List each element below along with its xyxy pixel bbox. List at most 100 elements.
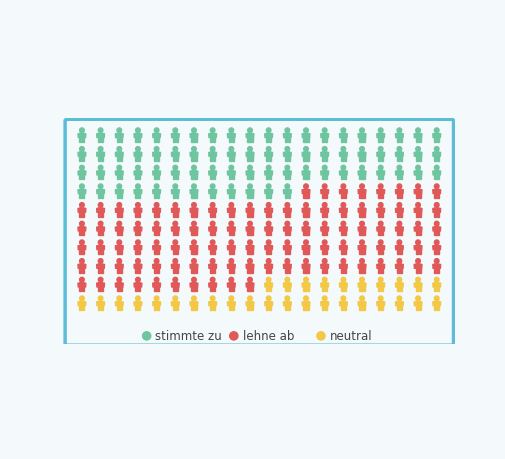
- Polygon shape: [343, 176, 345, 180]
- Circle shape: [359, 129, 364, 133]
- Polygon shape: [301, 134, 304, 138]
- Polygon shape: [396, 250, 398, 254]
- Polygon shape: [208, 284, 211, 287]
- Polygon shape: [135, 171, 140, 176]
- Polygon shape: [394, 172, 397, 175]
- Polygon shape: [231, 250, 233, 254]
- Circle shape: [266, 241, 271, 245]
- Circle shape: [284, 222, 289, 226]
- Polygon shape: [378, 152, 382, 157]
- Polygon shape: [303, 190, 308, 194]
- Polygon shape: [154, 264, 159, 269]
- Circle shape: [434, 241, 438, 245]
- Polygon shape: [120, 194, 122, 198]
- Polygon shape: [117, 213, 119, 217]
- Circle shape: [303, 166, 308, 171]
- Polygon shape: [399, 232, 401, 236]
- Polygon shape: [231, 194, 233, 198]
- Polygon shape: [135, 283, 140, 287]
- Polygon shape: [340, 157, 342, 161]
- Polygon shape: [157, 176, 159, 180]
- Polygon shape: [175, 213, 177, 217]
- Polygon shape: [135, 232, 137, 236]
- Polygon shape: [102, 134, 105, 138]
- Polygon shape: [191, 176, 193, 180]
- Polygon shape: [326, 265, 328, 269]
- Polygon shape: [339, 246, 341, 250]
- Circle shape: [434, 259, 438, 263]
- Polygon shape: [79, 302, 84, 306]
- Polygon shape: [325, 269, 327, 273]
- Circle shape: [154, 278, 159, 282]
- Polygon shape: [359, 171, 364, 176]
- Polygon shape: [245, 265, 247, 269]
- Polygon shape: [394, 302, 397, 306]
- Circle shape: [247, 185, 252, 189]
- Polygon shape: [340, 152, 345, 157]
- Polygon shape: [340, 213, 342, 217]
- Polygon shape: [208, 209, 211, 213]
- Polygon shape: [432, 246, 434, 250]
- Polygon shape: [121, 209, 123, 213]
- Polygon shape: [190, 172, 192, 175]
- Polygon shape: [78, 265, 80, 269]
- Polygon shape: [195, 190, 197, 194]
- Polygon shape: [438, 153, 440, 157]
- Polygon shape: [79, 283, 84, 287]
- Polygon shape: [264, 134, 266, 138]
- Polygon shape: [377, 287, 379, 291]
- Polygon shape: [307, 172, 310, 175]
- Polygon shape: [177, 190, 179, 194]
- Polygon shape: [79, 176, 81, 180]
- Polygon shape: [378, 227, 382, 232]
- Polygon shape: [190, 302, 192, 306]
- Polygon shape: [121, 284, 123, 287]
- Polygon shape: [153, 228, 155, 231]
- Circle shape: [415, 278, 420, 282]
- Polygon shape: [358, 134, 360, 138]
- Polygon shape: [266, 157, 268, 161]
- Polygon shape: [98, 171, 103, 176]
- Polygon shape: [363, 302, 365, 306]
- Polygon shape: [115, 284, 117, 287]
- Polygon shape: [120, 232, 122, 236]
- Polygon shape: [175, 232, 177, 236]
- Polygon shape: [303, 157, 305, 161]
- Polygon shape: [117, 190, 122, 194]
- Polygon shape: [171, 134, 173, 138]
- Polygon shape: [175, 157, 177, 161]
- Polygon shape: [288, 172, 291, 175]
- Polygon shape: [266, 246, 271, 250]
- Polygon shape: [433, 213, 435, 217]
- Polygon shape: [396, 287, 398, 291]
- Polygon shape: [194, 306, 196, 310]
- Polygon shape: [191, 227, 196, 232]
- Polygon shape: [363, 265, 365, 269]
- Polygon shape: [322, 139, 324, 143]
- Polygon shape: [245, 228, 247, 231]
- Circle shape: [303, 203, 308, 208]
- Circle shape: [135, 185, 140, 189]
- Polygon shape: [194, 287, 196, 291]
- Polygon shape: [284, 269, 286, 273]
- Polygon shape: [82, 157, 84, 161]
- Polygon shape: [269, 213, 271, 217]
- Circle shape: [340, 278, 345, 282]
- Polygon shape: [415, 176, 417, 180]
- Polygon shape: [228, 306, 230, 310]
- Polygon shape: [213, 306, 215, 310]
- Polygon shape: [191, 190, 196, 194]
- Polygon shape: [98, 190, 103, 194]
- Polygon shape: [419, 134, 421, 138]
- Polygon shape: [138, 232, 140, 236]
- Circle shape: [210, 278, 215, 282]
- Polygon shape: [415, 287, 417, 291]
- Polygon shape: [158, 302, 160, 306]
- Polygon shape: [117, 139, 119, 143]
- Circle shape: [434, 297, 438, 301]
- Polygon shape: [284, 139, 286, 143]
- Polygon shape: [228, 302, 233, 306]
- Polygon shape: [135, 302, 140, 306]
- Polygon shape: [343, 306, 345, 310]
- Circle shape: [284, 147, 289, 152]
